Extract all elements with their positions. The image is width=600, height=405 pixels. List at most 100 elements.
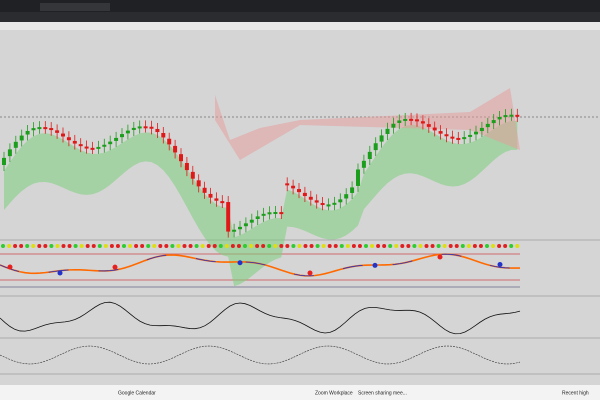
candle	[202, 187, 207, 193]
candle	[90, 147, 95, 150]
candle	[102, 144, 107, 147]
signal-dot	[297, 244, 302, 248]
pivot-dot	[57, 270, 63, 276]
candle	[479, 127, 484, 132]
signal-dot	[182, 244, 187, 248]
pivot-dot	[437, 254, 443, 260]
candle	[232, 229, 237, 232]
plot	[0, 88, 521, 365]
candle	[515, 114, 520, 117]
signal-dot	[158, 244, 163, 248]
taskbar-item[interactable]: Screen sharing mee...	[358, 390, 407, 396]
candle	[326, 204, 331, 207]
candle	[184, 162, 189, 171]
chart-toolbar	[0, 22, 600, 30]
signal-dot	[327, 244, 332, 248]
candle	[397, 120, 402, 123]
signal-dot	[497, 244, 502, 248]
candle	[114, 137, 119, 141]
signal-dot	[1, 244, 5, 248]
signal-dot	[261, 244, 266, 248]
signal-dot	[109, 244, 114, 248]
candle	[273, 211, 278, 214]
signal-dot	[230, 244, 235, 248]
candle	[267, 212, 272, 215]
candle	[503, 115, 508, 118]
pivot-dot	[7, 264, 13, 270]
signal-dot	[115, 244, 120, 248]
candle	[179, 154, 183, 162]
signal-dot	[146, 244, 151, 248]
candle	[291, 185, 296, 189]
signal-dot	[376, 244, 381, 248]
candle	[426, 124, 431, 127]
signal-dot	[357, 244, 362, 248]
signal-dot	[97, 244, 102, 248]
candle	[43, 127, 48, 130]
signal-dot	[285, 244, 290, 248]
signal-dot	[218, 244, 223, 248]
candle	[131, 127, 136, 130]
signal-dot	[460, 244, 465, 248]
browser-tab[interactable]	[40, 3, 110, 11]
candle	[167, 138, 172, 145]
signal-dot	[478, 244, 483, 248]
candle	[13, 141, 18, 148]
address-bar	[0, 12, 600, 22]
candle	[66, 137, 71, 141]
pivot-dot	[112, 264, 118, 270]
candle	[332, 202, 337, 205]
candle	[208, 193, 213, 198]
candle	[173, 145, 178, 153]
signal-dot	[176, 244, 181, 248]
signal-dot	[224, 244, 229, 248]
signal-dot	[206, 244, 211, 248]
signal-dot	[382, 244, 387, 248]
signal-dot	[279, 244, 284, 248]
candle	[2, 157, 6, 165]
candle	[279, 212, 284, 215]
signal-dot	[388, 244, 393, 248]
candle	[55, 130, 60, 133]
taskbar-item[interactable]: Recent high	[562, 390, 589, 396]
signal-dot	[31, 244, 36, 248]
candle	[338, 199, 343, 203]
signal-dot	[25, 244, 30, 248]
candle	[61, 133, 65, 137]
signal-dot	[43, 244, 48, 248]
signal-dot	[509, 244, 514, 248]
candle	[485, 123, 490, 128]
signal-dot	[466, 244, 471, 248]
signal-dot	[303, 244, 308, 248]
candle	[143, 126, 148, 129]
signal-dot	[515, 244, 520, 248]
candle	[361, 160, 366, 168]
candle	[373, 143, 378, 151]
candle	[379, 135, 384, 142]
taskbar-item[interactable]: Zoom Workplace	[315, 390, 353, 396]
signal-dot	[291, 244, 296, 248]
signal-dot	[315, 244, 320, 248]
signal-dot	[79, 244, 84, 248]
candle	[161, 133, 166, 138]
taskbar-item[interactable]: Google Calendar	[118, 390, 156, 396]
signal-dot	[351, 244, 356, 248]
signal-dot	[188, 244, 193, 248]
momentum-line	[0, 301, 521, 335]
signal-dot	[91, 244, 96, 248]
candle	[196, 180, 201, 187]
candle	[155, 128, 160, 133]
candle	[214, 198, 219, 201]
signal-dot	[243, 244, 247, 248]
signal-dot	[448, 244, 453, 248]
candle	[438, 131, 443, 134]
signal-dot	[273, 244, 278, 248]
signal-dot	[19, 244, 24, 248]
candle	[37, 127, 42, 130]
signal-dot	[170, 244, 175, 248]
candle	[78, 144, 83, 147]
pivot-dot	[307, 270, 313, 276]
signal-dot	[364, 244, 368, 248]
signal-dot	[472, 244, 477, 248]
